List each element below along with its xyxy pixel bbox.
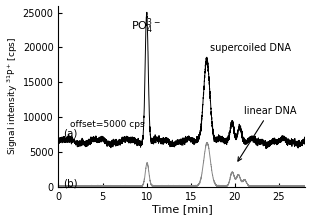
- Text: PO$_4^{3-}$: PO$_4^{3-}$: [131, 17, 160, 36]
- Text: offset=5000 cps: offset=5000 cps: [70, 120, 145, 129]
- Y-axis label: Signal intensity $^{31}$P$^{+}$ [cps]: Signal intensity $^{31}$P$^{+}$ [cps]: [6, 37, 20, 155]
- Text: linear DNA: linear DNA: [238, 106, 296, 161]
- X-axis label: Time [min]: Time [min]: [151, 204, 212, 214]
- Text: supercoiled DNA: supercoiled DNA: [210, 43, 291, 53]
- Text: (b): (b): [63, 178, 77, 188]
- Text: (a): (a): [63, 129, 77, 139]
